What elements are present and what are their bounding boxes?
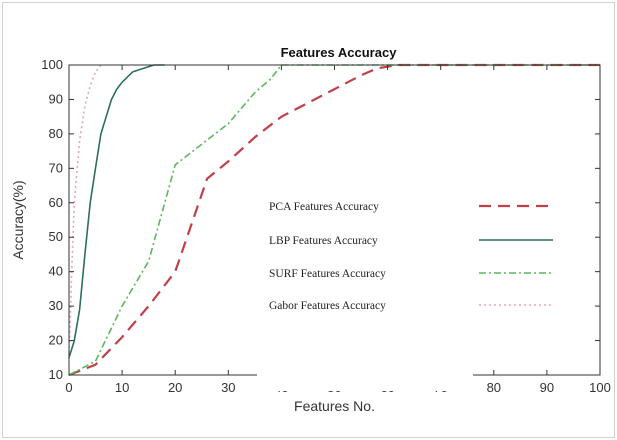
- x-tick-label: 100: [589, 380, 611, 395]
- y-tick-label: 10: [49, 367, 63, 382]
- x-tick-label: 20: [168, 380, 182, 395]
- y-tick-label: 30: [49, 298, 63, 313]
- x-axis-title: Features No.: [294, 398, 375, 414]
- line-chart: Features Accuracy 0102030405060708090100…: [10, 45, 611, 414]
- x-tick-label: 80: [487, 380, 501, 395]
- legend-label-4: Gabor Features Accuracy: [269, 300, 386, 312]
- y-axis-title: Accuracy(%): [10, 180, 26, 259]
- y-tick-label: 100: [41, 57, 63, 72]
- series-line-2: [68, 64, 165, 359]
- y-tick-label: 50: [49, 229, 63, 244]
- y-tick-label: 60: [49, 195, 63, 210]
- y-tick-label: 20: [49, 333, 63, 348]
- series-line-4: [68, 64, 102, 358]
- y-tick-label: 70: [49, 160, 63, 175]
- series-line-1: [68, 63, 600, 377]
- legend-label-1: PCA Features Accuracy: [269, 201, 379, 213]
- chart-title: Features Accuracy: [281, 45, 398, 60]
- legend: PCA Features Accuracy LBP Features Accura…: [257, 185, 553, 391]
- x-tick-label: 10: [115, 380, 129, 395]
- y-tick-label: 80: [49, 126, 63, 141]
- x-tick-label: 90: [540, 380, 554, 395]
- y-tick-label: 90: [49, 91, 63, 106]
- legend-background: [257, 185, 473, 391]
- x-tick-label: 30: [221, 380, 235, 395]
- legend-label-3: SURF Features Accuracy: [269, 268, 386, 280]
- y-tick-label: 40: [49, 264, 63, 279]
- legend-label-2: LBP Features Accuracy: [269, 235, 378, 247]
- x-tick-label: 0: [65, 380, 72, 395]
